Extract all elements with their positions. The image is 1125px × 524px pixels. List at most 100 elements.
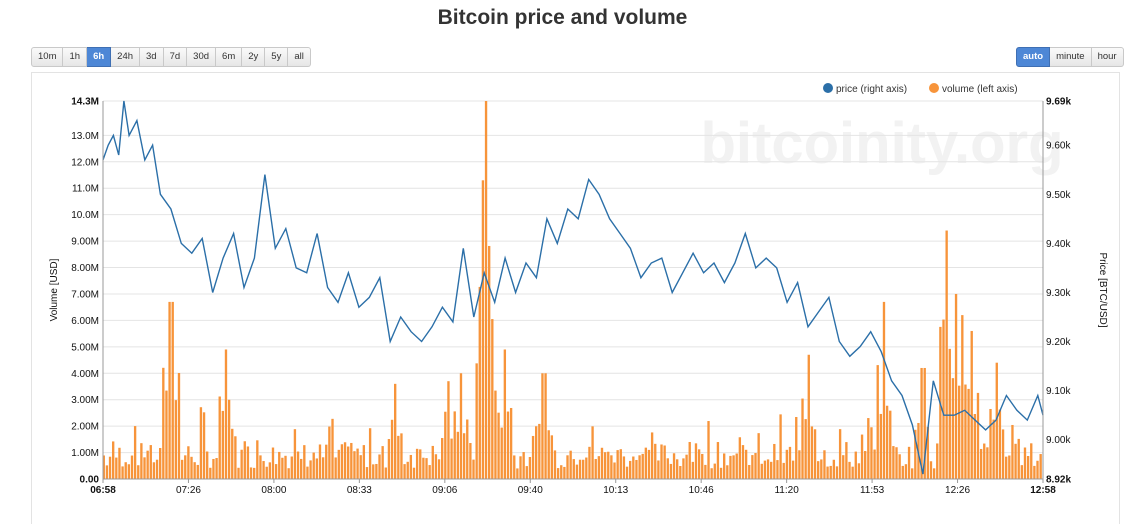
volume-bar [406, 461, 409, 479]
left-tick-label: 7.00M [71, 289, 99, 300]
volume-bar [312, 452, 315, 479]
volume-bar [791, 460, 795, 479]
volume-bar [130, 455, 134, 479]
volume-bar [701, 453, 704, 479]
volume-bar [133, 426, 137, 479]
range-6m-button[interactable]: 6m [216, 47, 243, 67]
volume-bar [1011, 424, 1014, 479]
volume-bar [697, 449, 701, 479]
volume-bar [726, 465, 729, 479]
volume-bar [807, 354, 810, 479]
volume-bar [509, 407, 513, 479]
volume-bar [152, 462, 156, 479]
volume-bar [851, 466, 854, 479]
volume-bar [889, 410, 892, 479]
volume-bar [932, 468, 936, 479]
volume-bar [444, 411, 447, 479]
volume-bar [390, 419, 394, 479]
left-tick-label: 5.00M [71, 342, 99, 353]
volume-bar [334, 457, 337, 479]
volume-bar [723, 453, 726, 479]
volume-bar [619, 449, 622, 479]
volume-bar [650, 432, 654, 479]
resolution-auto-button[interactable]: auto [1016, 47, 1051, 67]
volume-bar [231, 428, 234, 479]
volume-bar [707, 421, 710, 479]
range-30d-button[interactable]: 30d [187, 47, 217, 67]
x-tick-label: 07:26 [176, 485, 201, 496]
volume-bar [105, 465, 109, 479]
volume-bar [171, 301, 174, 479]
volume-bar [710, 468, 713, 479]
volume-bar [1039, 454, 1042, 479]
volume-bar [481, 180, 485, 479]
volume-bar [1014, 443, 1017, 479]
volume-bar [1033, 465, 1036, 479]
right-axis-title: Price [BTC/USD] [1097, 252, 1108, 327]
volume-bar [450, 438, 453, 479]
volume-bar [669, 463, 673, 479]
volume-bar [112, 441, 115, 479]
volume-bar [290, 456, 293, 479]
volume-bar [857, 463, 861, 479]
volume-bar [177, 372, 181, 479]
volume-bar [954, 293, 958, 479]
volume-bar [676, 459, 679, 479]
volume-bar [259, 455, 262, 479]
resolution-hour-button[interactable]: hour [1091, 47, 1124, 67]
range-10m-button[interactable]: 10m [31, 47, 64, 67]
volume-bar [929, 461, 933, 479]
legend-label[interactable]: price (right axis) [836, 84, 907, 95]
range-5y-button[interactable]: 5y [265, 47, 289, 67]
volume-bar [240, 449, 243, 479]
volume-bar [403, 464, 406, 479]
volume-bar [842, 455, 845, 479]
volume-bar [629, 460, 632, 479]
volume-bar [826, 466, 829, 479]
right-tick-label: 9.60k [1046, 141, 1071, 152]
volume-bar [795, 416, 798, 479]
volume-bar [387, 439, 391, 479]
volume-bar [522, 452, 525, 479]
volume-bar [911, 468, 914, 479]
right-tick-label: 8.92k [1046, 475, 1071, 486]
volume-bar [419, 449, 422, 479]
resolution-selector: auto minute hour [1016, 47, 1124, 67]
volume-bar [412, 467, 416, 479]
volume-bar [622, 456, 626, 479]
range-3d-button[interactable]: 3d [140, 47, 164, 67]
left-axis-title: Volume [USD] [49, 258, 60, 321]
volume-bar [870, 427, 873, 479]
volume-bar [187, 446, 190, 479]
right-tick-label: 9.50k [1046, 190, 1071, 201]
volume-bar [1020, 465, 1024, 479]
volume-bar [140, 443, 143, 479]
volume-bar [970, 330, 973, 479]
volume-bar [948, 348, 951, 479]
volume-bar [989, 408, 992, 479]
x-tick-label: 11:20 [774, 485, 799, 496]
range-24h-button[interactable]: 24h [111, 47, 141, 67]
range-all-button[interactable]: all [288, 47, 311, 67]
volume-bar [882, 301, 886, 479]
range-6h-button[interactable]: 6h [87, 47, 112, 67]
volume-bar [118, 447, 121, 479]
range-1h-button[interactable]: 1h [63, 47, 88, 67]
resolution-minute-button[interactable]: minute [1050, 47, 1092, 67]
volume-bar [309, 460, 312, 479]
range-2y-button[interactable]: 2y [242, 47, 266, 67]
volume-bar [644, 447, 648, 479]
volume-bar [550, 435, 554, 479]
volume-bar [397, 435, 400, 479]
volume-bar [657, 460, 660, 479]
volume-bar [1001, 429, 1005, 479]
volume-bar [635, 459, 638, 479]
range-7d-button[interactable]: 7d [163, 47, 188, 67]
volume-bar [860, 434, 864, 479]
volume-bar [531, 435, 535, 479]
volume-bar [569, 450, 572, 479]
legend-label[interactable]: volume (left axis) [942, 84, 1018, 95]
volume-bar [237, 467, 240, 479]
volume-bar [174, 400, 178, 479]
volume-bar [738, 437, 742, 479]
